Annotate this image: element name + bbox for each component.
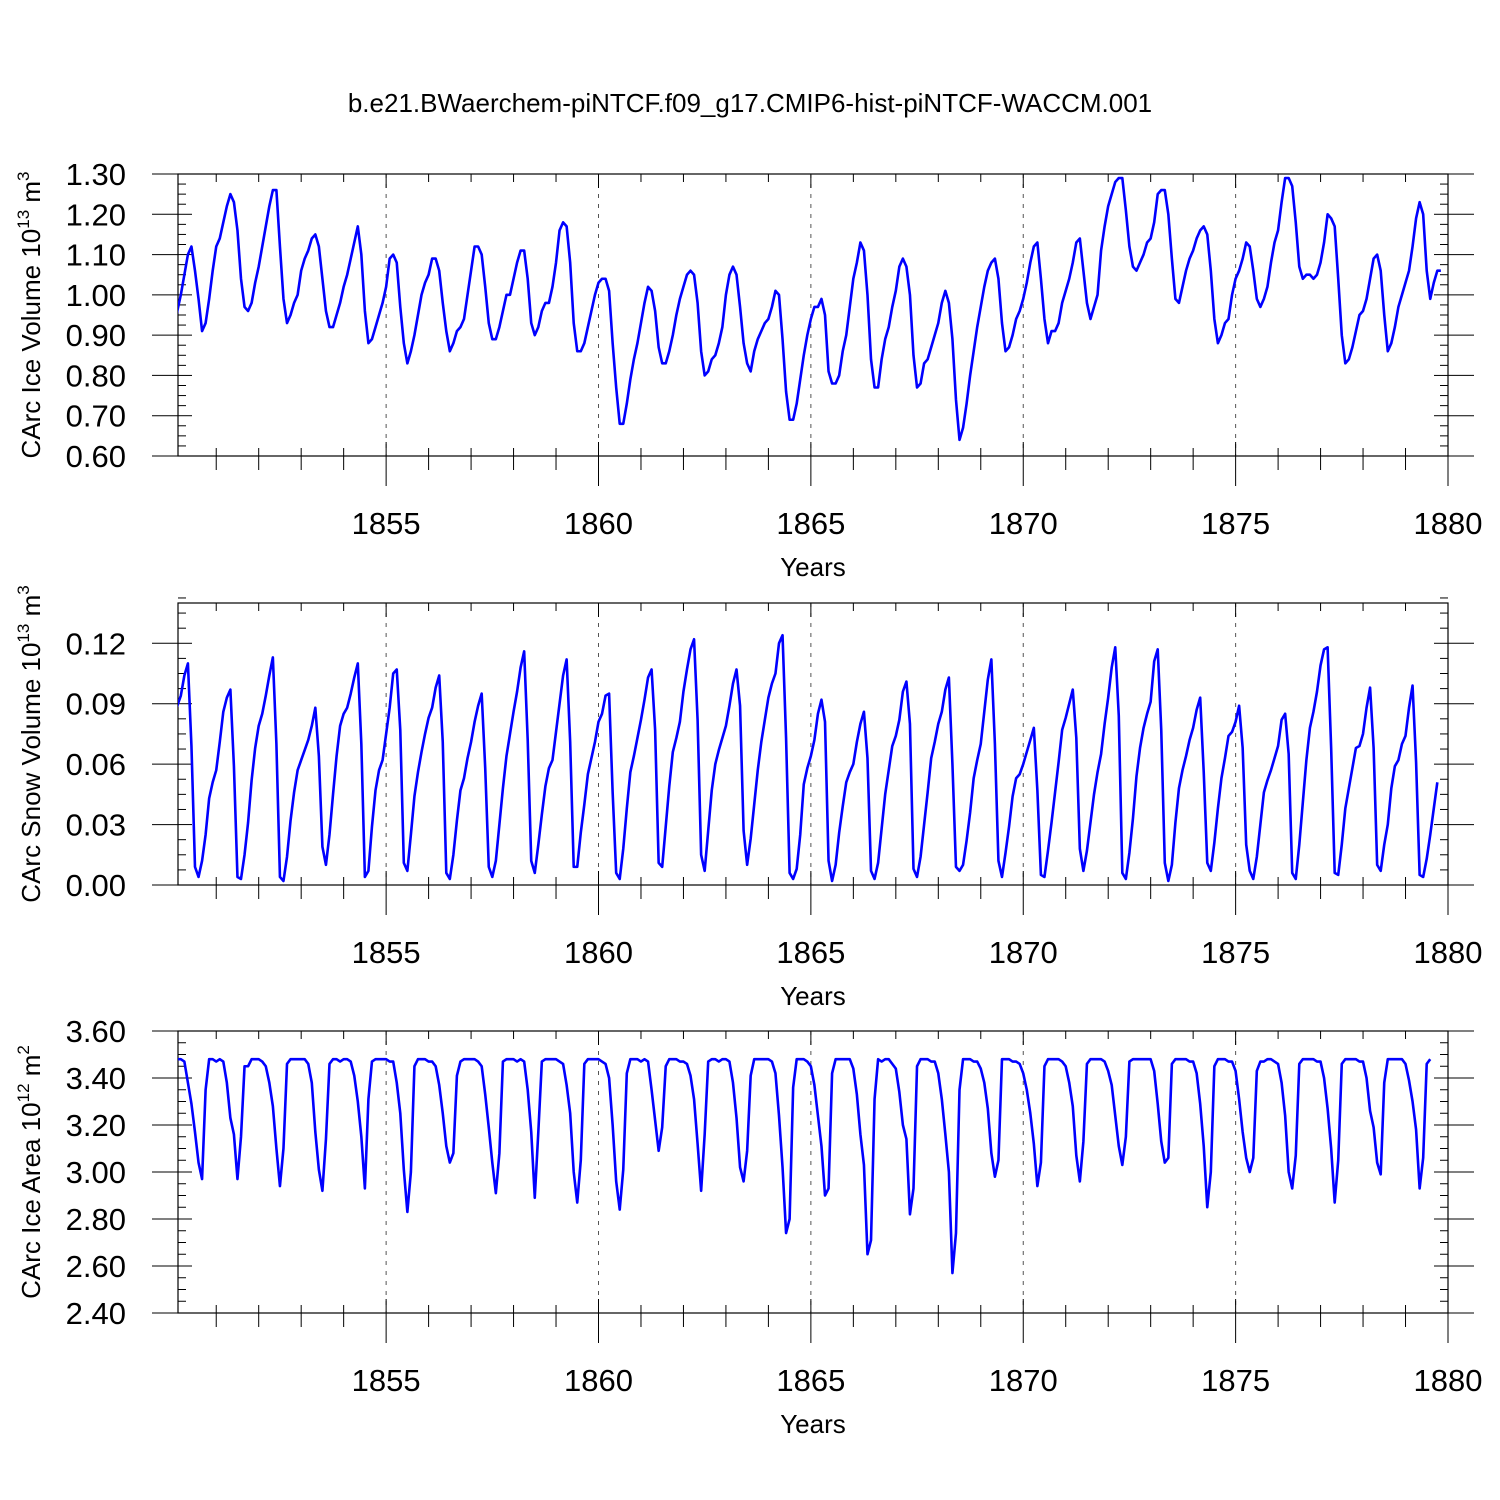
snow-volume-x-tick-label: 1880 bbox=[1414, 935, 1483, 970]
ice-area-x-tick-label: 1855 bbox=[352, 1363, 421, 1398]
ice-volume-x-tick-label: 1865 bbox=[776, 506, 845, 541]
ice-area-y-axis-label-unit: m bbox=[16, 1055, 46, 1084]
snow-volume-y-tick-label: 0.00 bbox=[66, 868, 126, 903]
ice-area-x-axis-label: Years bbox=[780, 1409, 846, 1439]
snow-volume-y-axis-label-exp: 13 bbox=[14, 624, 33, 643]
ice-volume-x-tick-label: 1860 bbox=[564, 506, 633, 541]
ice-area-y-tick-label: 3.20 bbox=[66, 1108, 126, 1143]
ice-area-series-line bbox=[178, 1057, 1432, 1275]
snow-volume-y-axis-label-unit-exp: 3 bbox=[14, 585, 33, 594]
ice-area-y-tick-label: 3.40 bbox=[66, 1061, 126, 1096]
snow-volume-y-axis-label-unit: m bbox=[16, 595, 46, 624]
ice-area-x-tick-label: 1870 bbox=[989, 1363, 1058, 1398]
snow-volume-x-tick-label: 1865 bbox=[776, 935, 845, 970]
snow-volume-y-axis-label: CArc Snow Volume 1013 m3 bbox=[14, 585, 46, 902]
snow-volume-x-tick-label: 1875 bbox=[1201, 935, 1270, 970]
snow-volume-y-tick-label: 0.12 bbox=[66, 626, 126, 661]
panel-ice-volume: 1855 1860 1865 1870 1875 1880 Years 0.60 0.70 0.8… bbox=[14, 157, 1482, 582]
ice-volume-x-tick-label: 1875 bbox=[1201, 506, 1270, 541]
ice-area-x-tick-label: 1860 bbox=[564, 1363, 633, 1398]
ice-area-y-tick-label: 2.60 bbox=[66, 1249, 126, 1284]
snow-volume-y-tick-label: 0.03 bbox=[66, 808, 126, 843]
snow-volume-series-line bbox=[178, 633, 1439, 883]
ice-area-y-axis-label-unit-exp: 2 bbox=[14, 1045, 33, 1054]
ice-area-y-tick-label: 3.60 bbox=[66, 1014, 126, 1049]
snow-volume-y-tick-label: 0.09 bbox=[66, 687, 126, 722]
ice-area-y-axis-label-exp: 12 bbox=[14, 1083, 33, 1102]
ice-volume-y-axis-label: CArc Ice Volume 1013 m3 bbox=[14, 171, 46, 458]
snow-volume-x-tick-label: 1855 bbox=[352, 935, 421, 970]
snow-volume-plot-frame bbox=[177, 602, 1449, 886]
ice-area-y-axis-label-main: CArc Ice Area 10 bbox=[16, 1102, 46, 1299]
ice-volume-x-axis-label: Years bbox=[780, 552, 846, 582]
ice-volume-y-tick-label: 0.80 bbox=[66, 358, 126, 393]
ice-area-x-tick-label: 1875 bbox=[1201, 1363, 1270, 1398]
snow-volume-x-tick-label: 1870 bbox=[989, 935, 1058, 970]
snow-volume-x-axis-label: Years bbox=[780, 981, 846, 1011]
panel-ice-area: 1855 1860 1865 1870 1875 1880 Years 2.40 2.60 2.8… bbox=[14, 1014, 1482, 1439]
ice-volume-y-tick-label: 0.60 bbox=[66, 439, 126, 474]
panel-snow-volume: 1855 1860 1865 1870 1875 1880 Years 0.00 0.03 0.0… bbox=[14, 585, 1482, 1011]
ice-volume-y-axis-label-unit: m bbox=[16, 181, 46, 210]
ice-area-y-axis-label: CArc Ice Area 1012 m2 bbox=[14, 1045, 46, 1299]
ice-volume-y-axis-label-unit-exp: 3 bbox=[14, 171, 33, 180]
ice-volume-y-tick-label: 1.20 bbox=[66, 197, 126, 232]
snow-volume-y-axis-label-main: CArc Snow Volume 10 bbox=[16, 643, 46, 903]
ice-volume-y-tick-label: 1.30 bbox=[66, 157, 126, 192]
ice-volume-y-axis-label-main: CArc Ice Volume 10 bbox=[16, 229, 46, 459]
ice-area-x-tick-label: 1865 bbox=[776, 1363, 845, 1398]
ice-volume-x-tick-label: 1855 bbox=[352, 506, 421, 541]
ice-area-y-tick-label: 2.40 bbox=[66, 1296, 126, 1331]
ice-volume-y-tick-label: 1.00 bbox=[66, 278, 126, 313]
ice-volume-y-axis-label-exp: 13 bbox=[14, 210, 33, 229]
ice-area-y-tick-label: 3.00 bbox=[66, 1155, 126, 1190]
ice-volume-x-tick-label: 1870 bbox=[989, 506, 1058, 541]
ice-volume-x-tick-label: 1880 bbox=[1414, 506, 1483, 541]
figure-title: b.e21.BWaerchem-piNTCF.f09_g17.CMIP6-his… bbox=[348, 88, 1152, 118]
ice-volume-y-tick-label: 1.10 bbox=[66, 238, 126, 273]
ice-area-x-tick-label: 1880 bbox=[1414, 1363, 1483, 1398]
ice-volume-y-tick-label: 0.70 bbox=[66, 399, 126, 434]
ice-area-y-tick-label: 2.80 bbox=[66, 1202, 126, 1237]
ice-volume-y-tick-label: 0.90 bbox=[66, 318, 126, 353]
snow-volume-y-tick-label: 0.06 bbox=[66, 747, 126, 782]
ice-volume-series-line bbox=[178, 176, 1441, 442]
snow-volume-x-tick-label: 1860 bbox=[564, 935, 633, 970]
